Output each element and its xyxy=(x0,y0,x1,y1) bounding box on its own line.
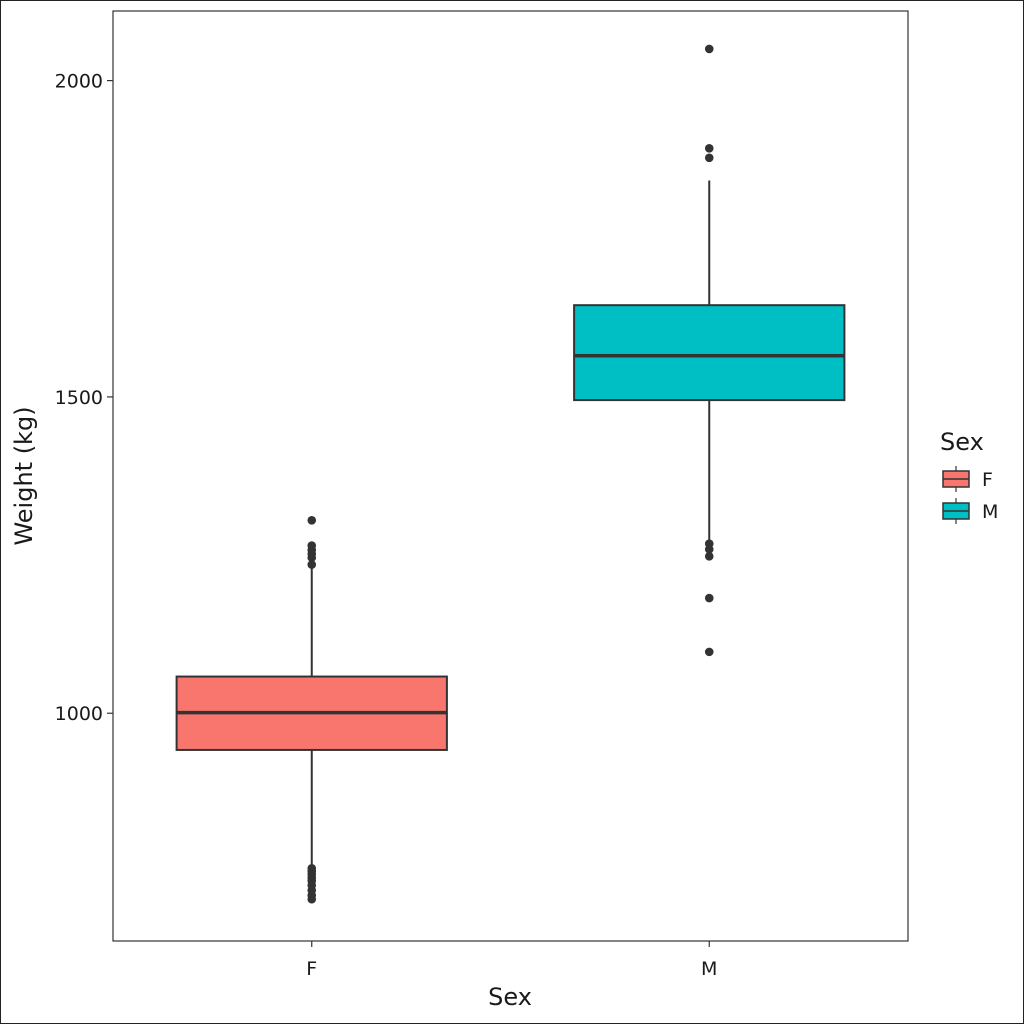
outlier-point xyxy=(704,143,714,153)
legend-label: F xyxy=(982,469,993,491)
outlier-point xyxy=(704,44,714,54)
box-M xyxy=(573,44,846,657)
y-tick-label: 1500 xyxy=(55,387,103,409)
boxes-layer xyxy=(175,44,846,904)
legend-label: M xyxy=(982,501,998,523)
outlier-point xyxy=(307,894,317,904)
outlier-point xyxy=(704,552,714,561)
x-axis-title: Sex xyxy=(488,983,532,1011)
plot-panel xyxy=(112,10,909,942)
legend-item-F: F xyxy=(942,466,993,492)
y-tick-label: 1000 xyxy=(55,703,103,725)
x-tick-label: F xyxy=(306,958,317,980)
y-tick-label: 2000 xyxy=(55,71,103,93)
legend-title: Sex xyxy=(940,428,984,456)
x-tick-label: M xyxy=(701,958,717,980)
legend-item-M: M xyxy=(942,498,998,524)
box-F xyxy=(175,515,448,904)
legend: Sex FM xyxy=(940,428,998,524)
y-axis: 1000 1500 2000 xyxy=(55,71,113,725)
outlier-point xyxy=(307,553,317,562)
outlier-point xyxy=(307,515,317,525)
outlier-point xyxy=(704,545,714,554)
outlier-point xyxy=(704,647,714,657)
legend-items: FM xyxy=(942,466,998,524)
y-axis-title: Weight (kg) xyxy=(10,406,38,545)
outlier-point xyxy=(704,593,714,603)
box-iqr xyxy=(573,304,846,402)
outlier-point xyxy=(307,560,317,569)
outlier-point xyxy=(704,153,714,163)
